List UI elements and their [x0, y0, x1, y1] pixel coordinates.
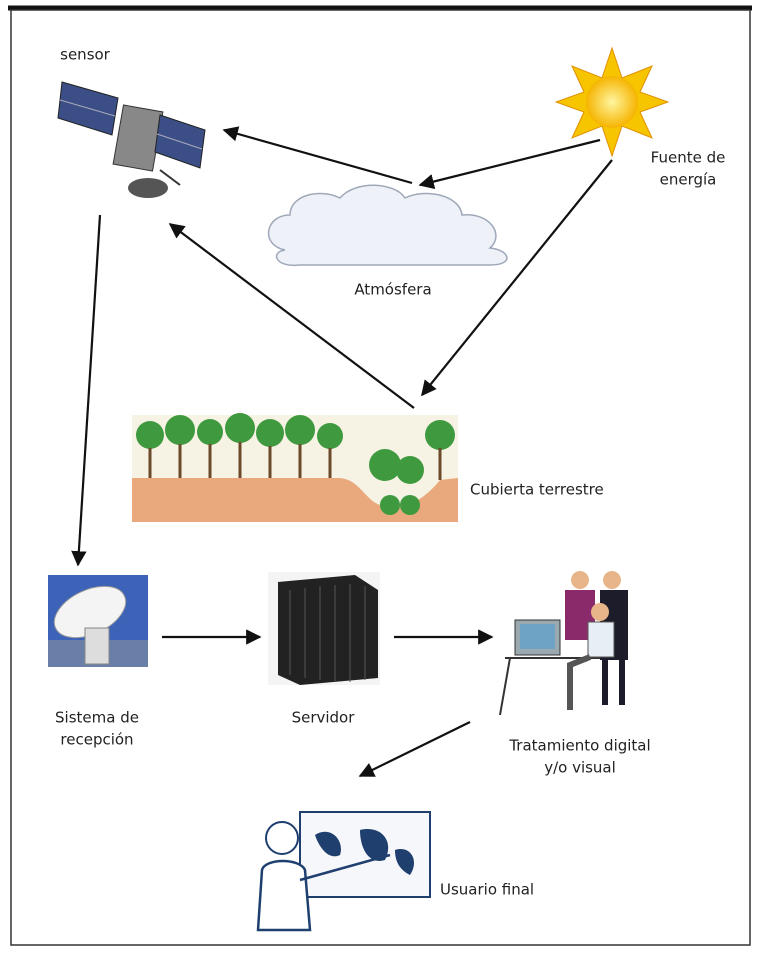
- teacher-image: [258, 812, 430, 930]
- node-label: Sistema de: [55, 709, 139, 727]
- node-label: Tratamiento digital: [508, 737, 650, 755]
- server-image: [268, 572, 380, 685]
- node-label: sensor: [60, 46, 111, 64]
- node-label: Fuente de: [651, 149, 726, 167]
- node-label: recepción: [60, 731, 133, 749]
- satellite-icon: [58, 82, 205, 198]
- diagram: sensor Fuente de energía Atmósfera Cubie…: [0, 0, 757, 953]
- arrow: [422, 160, 612, 395]
- node-label: energía: [660, 171, 717, 189]
- workers-image: [500, 571, 628, 715]
- arrow: [360, 722, 470, 776]
- arrow: [420, 140, 600, 185]
- arrow: [78, 215, 100, 565]
- dish-image: [46, 575, 148, 667]
- cloud-icon: [269, 185, 507, 265]
- forest-image: [132, 413, 458, 522]
- sun-icon: [556, 48, 668, 156]
- node-label: Usuario final: [440, 881, 534, 899]
- node-label: Servidor: [292, 709, 356, 727]
- node-label: Cubierta terrestre: [470, 481, 604, 499]
- node-label: y/o visual: [544, 759, 616, 777]
- arrow: [224, 130, 412, 183]
- node-label: Atmósfera: [354, 281, 431, 299]
